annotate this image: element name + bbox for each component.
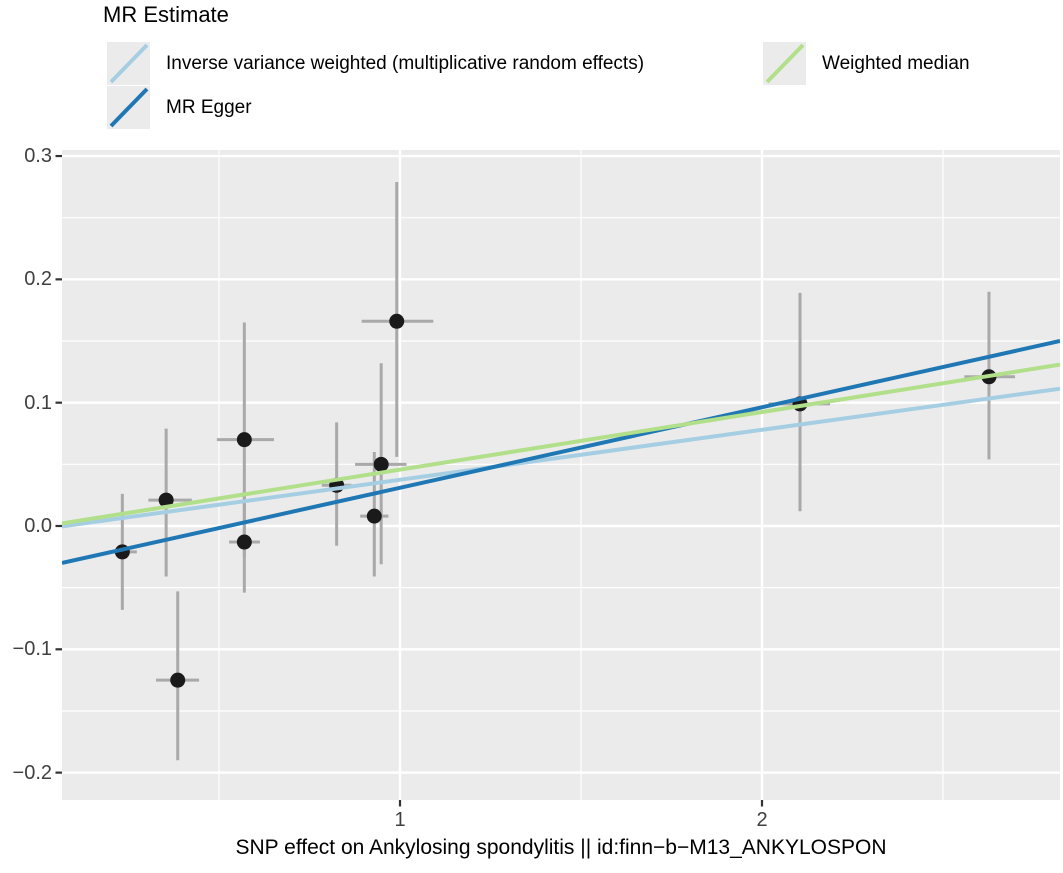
snp-data-point	[236, 534, 252, 550]
plot-panel	[62, 150, 1060, 800]
legend-key-weighted-median-line-icon	[763, 42, 806, 85]
y-tick-label: 0.2	[24, 268, 52, 291]
y-tick-label: −0.1	[12, 638, 52, 661]
snp-data-point	[158, 492, 174, 508]
snp-data-point	[236, 432, 252, 448]
legend-label-ivw: Inverse variance weighted (multiplicativ…	[166, 52, 645, 74]
y-tick-label: 0.0	[24, 514, 52, 537]
legend-label-mr-egger: MR Egger	[166, 96, 252, 118]
trend-line	[62, 362, 1060, 526]
legend-key-ivw-line-icon	[107, 42, 150, 85]
x-axis-title: SNP effect on Ankylosing spondylitis || …	[235, 836, 887, 859]
legend-item-weighted-median: Weighted median	[763, 42, 970, 85]
snp-data-point	[373, 456, 389, 472]
snp-data-point	[170, 672, 186, 688]
legend-title: MR Estimate	[103, 2, 229, 27]
legend-item-mr-egger: MR Egger	[107, 86, 252, 129]
trend-line	[62, 386, 1060, 529]
snp-data-point	[389, 313, 405, 329]
y-tick-label: 0.3	[24, 145, 52, 168]
legend-label-weighted-median: Weighted median	[822, 52, 970, 74]
y-tick-label: 0.1	[24, 391, 52, 414]
x-tick-label: 2	[756, 809, 768, 831]
y-tick-label: −0.2	[12, 761, 52, 784]
legend-key-mr-egger-line-icon	[107, 86, 150, 129]
trend-line	[62, 338, 1060, 565]
legend-item-ivw: Inverse variance weighted (multiplicativ…	[107, 42, 644, 85]
snp-data-point	[366, 508, 382, 524]
x-tick-label: 1	[394, 809, 406, 831]
